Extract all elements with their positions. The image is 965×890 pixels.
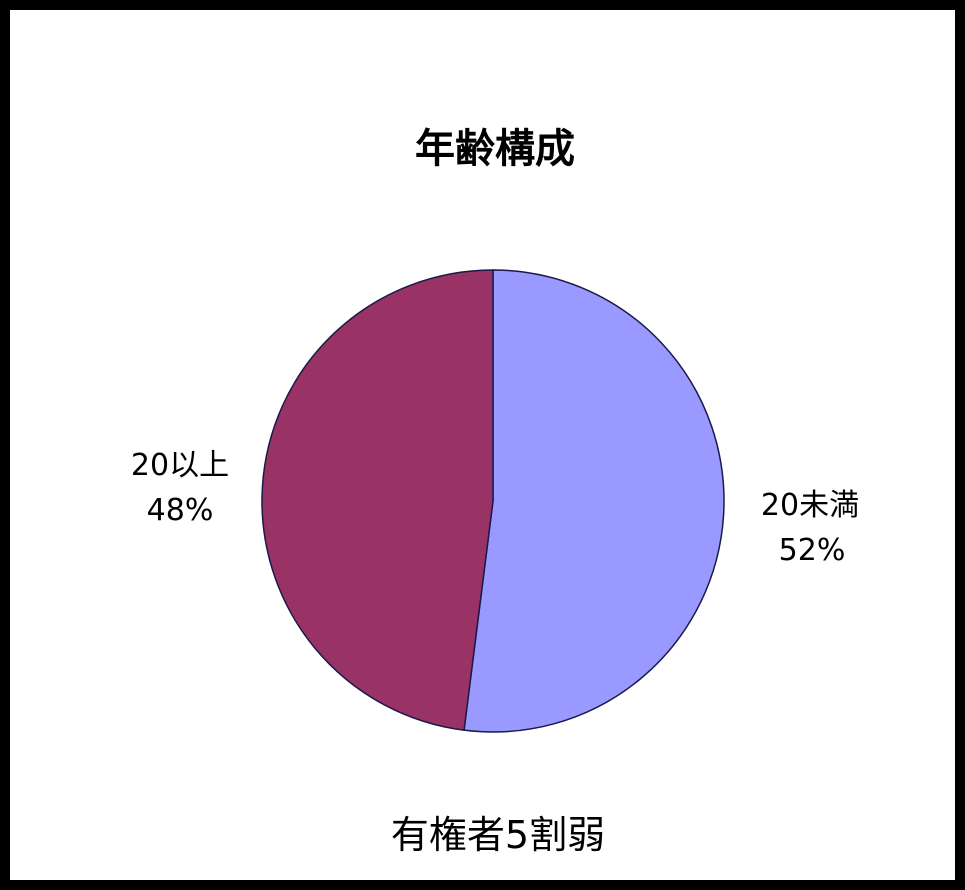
slice-label-20-under: 20未満 52% (761, 488, 859, 568)
chart-caption: 有権者5割弱 (391, 813, 605, 857)
pie-chart (261, 269, 725, 733)
slice-label-20-over: 20以上 48% (131, 448, 229, 528)
slice-label-category: 20以上 (131, 448, 229, 483)
chart-title: 年齢構成 (415, 126, 575, 172)
slice-label-percent: 48% (147, 493, 214, 528)
slice-label-category: 20未満 (761, 488, 859, 523)
pie-slice-20-under (463, 269, 725, 733)
slice-label-percent: 52% (779, 533, 846, 568)
pie-slice-20-over (261, 269, 494, 732)
